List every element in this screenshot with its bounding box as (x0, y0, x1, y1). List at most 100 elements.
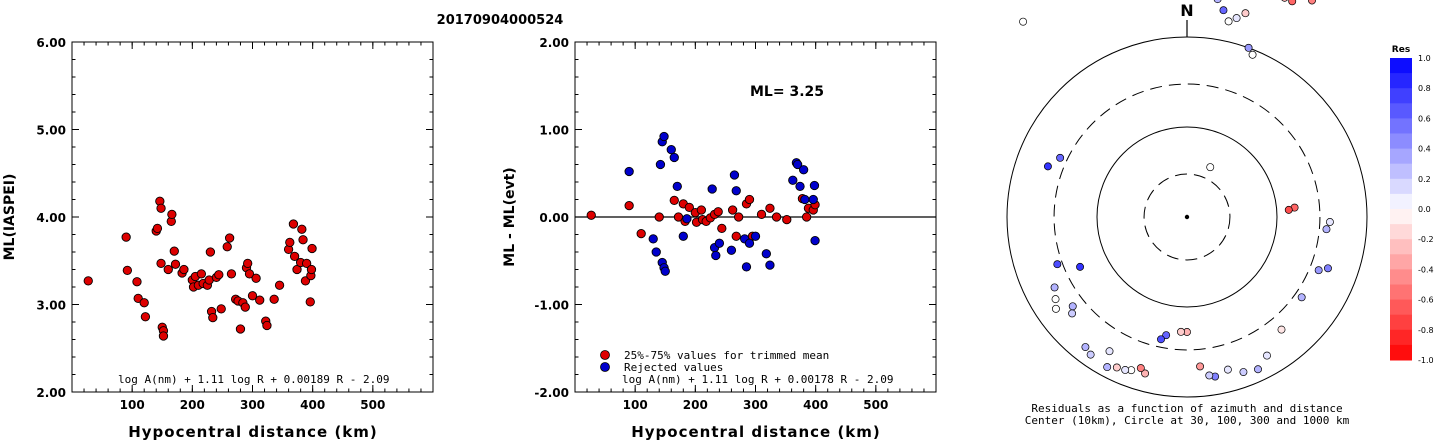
polar-residual-point (1068, 302, 1077, 311)
colorbar-title: Res (1392, 45, 1410, 55)
p1-y-tick-label: 6.00 (36, 36, 66, 50)
p2-rejected-point (798, 165, 809, 175)
p1-data-point (169, 246, 179, 256)
p2-x-tick-label: 300 (743, 398, 768, 412)
legend-rejected-marker (600, 362, 610, 372)
p1-data-point (152, 223, 163, 234)
p2-rejected-point (651, 247, 661, 257)
colorbar-segment (1390, 209, 1412, 225)
p1-x-tick-label: 100 (120, 398, 145, 412)
polar-caption-line-2: Center (10km), Circle at 30, 100, 300 an… (1025, 414, 1350, 427)
polar-residual-point (1177, 327, 1185, 336)
p1-data-point (235, 324, 246, 334)
legend-trimmed-label: 25%-75% values for trimmed mean (624, 349, 829, 362)
p1-data-point (132, 277, 142, 287)
polar-residual-point (1239, 368, 1248, 376)
polar-residual-point (1248, 50, 1257, 59)
p2-rejected-point (666, 144, 676, 155)
p2-rejected-point (624, 166, 634, 177)
p2-trimmed-point (727, 205, 738, 215)
p1-x-axis-label: Hypocentral distance (km) (128, 423, 378, 441)
polar-residual-point (1219, 6, 1228, 15)
p2-trimmed-point (734, 212, 744, 222)
polar-residual-point (1121, 366, 1130, 374)
p2-ml-annotation: ML= 3.25 (750, 84, 824, 100)
legend-rejected-label: Rejected values (624, 361, 723, 374)
p2-rejected-point (678, 231, 688, 241)
p1-data-point (262, 320, 272, 331)
p2-rejected-point (741, 262, 752, 272)
p1-data-point (205, 247, 216, 257)
polar-residual-point (1325, 218, 1334, 226)
p2-x-tick-label: 100 (623, 398, 648, 412)
p1-data-point (288, 219, 299, 229)
p2-rejected-point (707, 184, 717, 194)
colorbar-tick-label: -1.0 (1418, 356, 1434, 365)
ring-100km (1096, 126, 1278, 308)
polar-residual-point (1162, 331, 1171, 340)
p2-rejected-point (655, 159, 666, 170)
p1-y-axis-label: ML(IASPEI) (2, 174, 18, 261)
polar-residual-point (1205, 371, 1214, 380)
ring-300km (1053, 83, 1321, 351)
colorbar-segment (1390, 254, 1412, 270)
p1-data-point (170, 259, 181, 269)
p2-x-tick-label: 500 (863, 398, 888, 412)
polar-residual-point (1081, 343, 1090, 351)
colorbar-segment (1390, 163, 1412, 180)
p2-y-tick-label: 2.00 (539, 36, 569, 50)
polar-residual-point (1224, 17, 1233, 26)
polar-residual-point (1076, 262, 1085, 271)
p1-data-point (247, 291, 258, 301)
p1-x-tick-label: 200 (180, 398, 205, 412)
polar-residual-point (1105, 347, 1114, 356)
p2-trimmed-point (717, 223, 727, 234)
colorbar-segment (1390, 58, 1412, 74)
polar-residual-point (1297, 293, 1306, 302)
p1-data-point (274, 280, 285, 290)
polar-residual-point (1213, 0, 1222, 4)
colorbar-tick-label: 0.6 (1418, 114, 1431, 123)
colorbar-segment (1390, 239, 1412, 255)
colorbar-segment (1390, 88, 1412, 104)
p1-data-point (240, 302, 250, 312)
p2-rejected-point (808, 194, 818, 205)
p2-trimmed-point (731, 231, 741, 241)
p2-trimmed-point (636, 228, 646, 239)
p1-y-tick-label: 5.00 (36, 124, 66, 138)
polar-residual-point (1263, 351, 1271, 360)
polar-residual-point (1086, 350, 1095, 359)
p1-data-point (298, 235, 308, 245)
p1-y-tick-label: 2.00 (36, 386, 66, 400)
polar-residual-point (1223, 365, 1232, 374)
figure-title: 20170904000524 (437, 13, 564, 28)
p1-data-point (224, 233, 235, 243)
polar-residual-point (1281, 0, 1288, 2)
p2-rejected-point (711, 250, 721, 261)
p2-trimmed-point (771, 212, 782, 222)
p2-rejected-point (800, 194, 810, 205)
p1-y-tick-label: 3.00 (36, 299, 66, 313)
polar-residual-point (1196, 362, 1205, 371)
p1-data-point (251, 273, 261, 283)
p2-trimmed-point (654, 212, 664, 222)
p2-formula: log A(nm) + 1.11 log R + 0.00178 R - 2.0… (622, 373, 894, 386)
colorbar-segment (1390, 148, 1412, 165)
p1-data-point (179, 264, 189, 275)
polar-residual-point (1051, 304, 1060, 313)
polar-residual-point (1284, 205, 1293, 214)
p2-rejected-point (788, 175, 798, 185)
p2-rejected-point (792, 159, 803, 170)
polar-residual-point (1051, 295, 1060, 304)
p1-data-point (163, 264, 173, 275)
polar-residual-point (1141, 369, 1150, 378)
p2-x-tick-label: 400 (803, 398, 828, 412)
colorbar-tick-label: -0.6 (1418, 296, 1434, 305)
p1-data-point (216, 304, 226, 314)
colorbar-segment (1390, 103, 1412, 119)
p1-data-point (301, 258, 312, 269)
p2-rejected-point (729, 170, 740, 180)
p2-y-tick-label: 1.00 (539, 124, 569, 138)
colorbar-segment (1390, 133, 1412, 150)
polar-residual-point (1043, 162, 1052, 171)
